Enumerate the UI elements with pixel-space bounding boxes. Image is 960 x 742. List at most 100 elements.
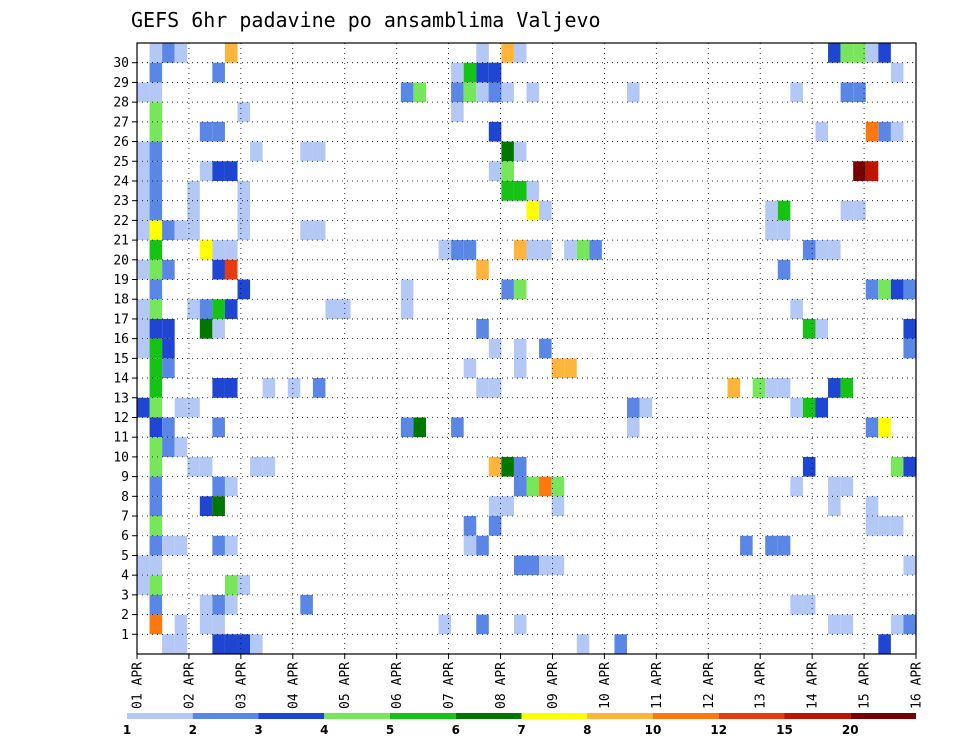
ensemble-cell <box>513 338 527 359</box>
ensemble-cell <box>488 496 502 517</box>
ensemble-cell <box>488 121 502 142</box>
ensemble-cell <box>513 240 527 260</box>
ensemble-cell <box>476 43 489 63</box>
ensemble-cell <box>187 200 200 221</box>
ensemble-cell <box>212 496 225 517</box>
ensemble-cell <box>865 417 879 438</box>
ensemble-cell <box>149 220 163 241</box>
ensemble-cell <box>853 43 866 63</box>
ensemble-cell <box>890 516 904 536</box>
ensemble-cell <box>828 476 841 497</box>
ensemble-cell <box>501 279 514 300</box>
colorbar-segment <box>521 713 588 719</box>
y-tick-label: 4 <box>121 569 129 584</box>
ensemble-cell <box>513 141 527 162</box>
ensemble-cell <box>149 516 163 536</box>
ensemble-cell <box>162 358 175 379</box>
ensemble-cell <box>149 141 163 162</box>
ensemble-cell <box>149 82 163 103</box>
ensemble-cell <box>212 535 225 556</box>
y-tick-label: 8 <box>121 490 129 505</box>
ensemble-cell <box>526 555 540 576</box>
ensemble-cell <box>890 279 904 300</box>
colorbar-segment <box>587 713 653 719</box>
ensemble-cell <box>878 634 891 654</box>
ensemble-cell <box>865 279 879 300</box>
ensemble-cell <box>162 259 175 280</box>
ensemble-cell <box>149 437 163 457</box>
ensemble-cell <box>312 220 326 241</box>
ensemble-cell <box>137 338 150 359</box>
ensemble-cell <box>526 476 540 497</box>
ensemble-cell <box>878 516 891 536</box>
y-tick-label: 17 <box>113 312 129 327</box>
ensemble-cell <box>463 516 477 536</box>
ensemble-cell <box>162 338 175 359</box>
x-tick-label: 10 APR <box>598 662 613 709</box>
y-tick-label: 21 <box>113 234 129 249</box>
y-tick-label: 5 <box>121 549 129 564</box>
ensemble-cell <box>589 240 602 260</box>
ensemble-cell <box>551 358 565 379</box>
ensemble-cell <box>400 417 414 438</box>
ensemble-cell <box>212 634 225 654</box>
ensemble-cell <box>137 299 150 319</box>
x-tick-label: 04 APR <box>286 662 301 709</box>
y-tick-label: 25 <box>113 155 129 170</box>
ensemble-cell <box>463 62 477 83</box>
x-tick-label: 14 APR <box>806 662 821 709</box>
ensemble-cell <box>174 614 188 635</box>
colorbar-label: 3 <box>254 723 262 737</box>
y-tick-label: 15 <box>113 352 129 367</box>
ensemble-cell <box>137 141 150 162</box>
ensemble-cell <box>840 614 854 635</box>
ensemble-cell <box>752 378 766 398</box>
ensemble-cell <box>765 200 778 221</box>
colorbar: 1 2 3 4 5 6 7 8 10 12 15 20 <box>123 713 916 737</box>
ensemble-cell <box>174 634 188 654</box>
ensemble-cell <box>614 634 628 654</box>
ensemble-cell <box>765 535 778 556</box>
ensemble-cell <box>539 476 552 497</box>
ensemble-cell <box>777 535 791 556</box>
ensemble-cell <box>149 476 163 497</box>
ensemble-cell <box>174 437 188 457</box>
ensemble-cell <box>212 417 225 438</box>
ensemble-cell <box>903 614 916 635</box>
ensemble-cell <box>162 535 175 556</box>
ensemble-cell <box>149 299 163 319</box>
ensemble-cell <box>400 82 414 103</box>
colorbar-label: 12 <box>710 723 727 737</box>
ensemble-cell <box>526 240 540 260</box>
ensemble-cell <box>727 378 741 398</box>
y-tick-label: 14 <box>113 372 129 387</box>
ensemble-cell <box>237 220 251 241</box>
ensemble-cell <box>551 476 565 497</box>
y-axis-ticks: 1234567891011121314151617181920212223242… <box>113 56 137 643</box>
x-tick-label: 05 APR <box>338 662 353 709</box>
ensemble-cell <box>149 614 163 635</box>
ensemble-cell <box>526 180 540 201</box>
ensemble-cell <box>828 378 841 398</box>
ensemble-cell <box>476 535 489 556</box>
y-tick-label: 13 <box>113 391 129 406</box>
ensemble-cell <box>815 397 829 418</box>
ensemble-cell <box>627 397 640 418</box>
ensemble-cell <box>149 62 163 83</box>
ensemble-cell <box>488 82 502 103</box>
ensemble-cell <box>224 634 238 654</box>
ensemble-cell <box>262 456 276 477</box>
ensemble-cell <box>840 43 854 63</box>
colorbar-segment <box>455 713 522 719</box>
x-tick-label: 16 APR <box>910 662 925 709</box>
ensemble-cell <box>790 476 803 497</box>
ensemble-cell <box>237 180 251 201</box>
ensemble-cell <box>551 555 565 576</box>
y-tick-label: 12 <box>113 411 129 426</box>
colorbar-label: 20 <box>842 723 859 737</box>
ensemble-cell <box>488 161 502 181</box>
y-tick-label: 22 <box>113 214 129 229</box>
ensemble-cell <box>212 240 225 260</box>
ensemble-cell <box>237 575 251 595</box>
